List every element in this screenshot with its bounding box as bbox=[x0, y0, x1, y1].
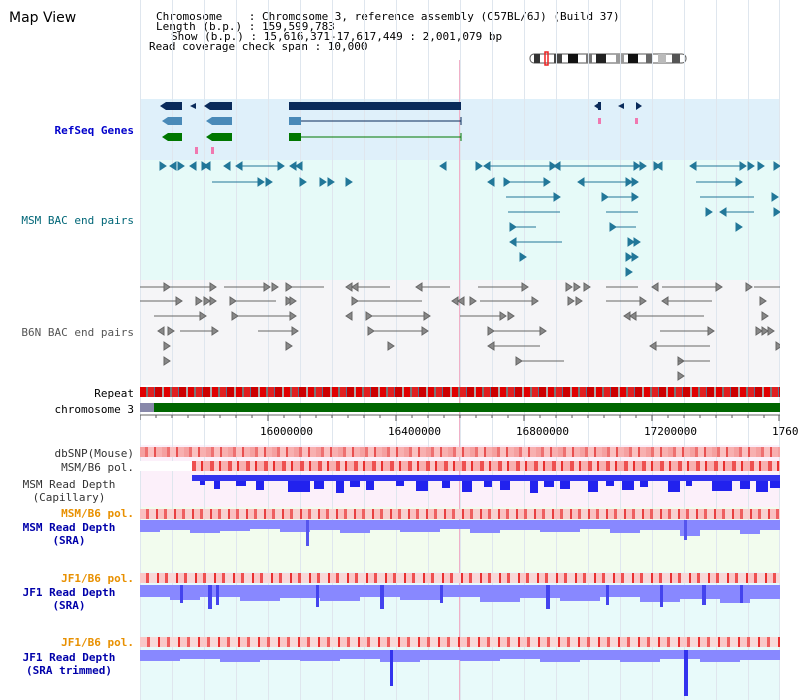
axis-tick-label: 1760 bbox=[772, 425, 799, 438]
jf1-pol-2-bar[interactable] bbox=[140, 637, 780, 647]
grid-lines bbox=[140, 0, 780, 700]
coverage-span-info: Read coverage check span : 10,000 bbox=[149, 40, 368, 53]
track-label-msm-depth-sra-sub: (SRA) bbox=[52, 534, 86, 547]
chromosome-info: Chromosome : Chromosome 3, reference ass… bbox=[156, 10, 620, 23]
length-info: Length (b.p.) : 159,599,783 bbox=[156, 20, 335, 33]
track-label-b6n-bac[interactable]: B6N BAC end pairs bbox=[21, 326, 134, 339]
jf1-pol-bar[interactable] bbox=[140, 573, 780, 583]
track-label-jf1-trimmed[interactable]: JF1 Read Depth bbox=[22, 651, 116, 664]
track-label-msm-pol[interactable]: MSM/B6 pol. bbox=[61, 461, 134, 474]
axis-tick-label: 16000000 bbox=[260, 425, 313, 438]
axis-tick-label: 16800000 bbox=[516, 425, 569, 438]
track-label-chromosome[interactable]: chromosome 3 bbox=[54, 403, 134, 416]
jf1-depth-trimmed-plot[interactable] bbox=[140, 650, 780, 698]
b6n-bac-pairs-glyphs[interactable] bbox=[140, 280, 780, 385]
msm-depth-sra-plot[interactable] bbox=[140, 520, 780, 546]
axis-tick-label: 16400000 bbox=[388, 425, 441, 438]
center-marker-line bbox=[459, 60, 460, 700]
repeat-bar[interactable] bbox=[140, 387, 780, 397]
track-label-jf1-trimmed-sub: (SRA trimmed) bbox=[25, 664, 113, 677]
dbsnp-bar[interactable] bbox=[140, 447, 780, 457]
chromosome-bar[interactable] bbox=[140, 403, 780, 412]
msm-depth-capillary-plot[interactable] bbox=[140, 475, 780, 499]
track-label-msm-depth-cap-sub: (Capillary) bbox=[32, 491, 106, 504]
msm-pol-2-bar[interactable] bbox=[140, 509, 780, 519]
track-label-msm-depth-cap[interactable]: MSM Read Depth bbox=[22, 478, 116, 491]
msm-pol-bar[interactable] bbox=[192, 461, 780, 471]
track-label-jf1-pol[interactable]: JF1/B6 pol. bbox=[61, 572, 134, 585]
axis-tick-label: 17200000 bbox=[644, 425, 697, 438]
show-range-info: Show (b.p.) : 15,616,371-17,617,449 : 2,… bbox=[171, 30, 503, 43]
track-label-jf1-depth[interactable]: JF1 Read Depth bbox=[22, 586, 116, 599]
axis-ticks bbox=[140, 414, 780, 421]
track-label-msm-depth-sra[interactable]: MSM Read Depth bbox=[22, 521, 116, 534]
page-title: Map View bbox=[9, 10, 77, 26]
track-label-refseq[interactable]: RefSeq Genes bbox=[54, 124, 134, 137]
msm-pol-gap bbox=[140, 461, 192, 471]
refseq-genes-glyphs[interactable] bbox=[140, 99, 780, 159]
chromosome-bar-start bbox=[140, 403, 154, 412]
track-label-msm-pol-2[interactable]: MSM/B6 pol. bbox=[61, 507, 134, 520]
msm-bac-pairs-glyphs[interactable] bbox=[140, 160, 780, 280]
track-label-jf1-depth-sub: (SRA) bbox=[52, 599, 86, 612]
track-label-dbsnp[interactable]: dbSNP(Mouse) bbox=[54, 447, 134, 460]
jf1-depth-sra-plot[interactable] bbox=[140, 585, 780, 611]
track-label-msm-bac[interactable]: MSM BAC end pairs bbox=[21, 214, 134, 227]
track-label-jf1-pol-2[interactable]: JF1/B6 pol. bbox=[61, 636, 134, 649]
track-label-repeat[interactable]: Repeat bbox=[94, 387, 134, 400]
